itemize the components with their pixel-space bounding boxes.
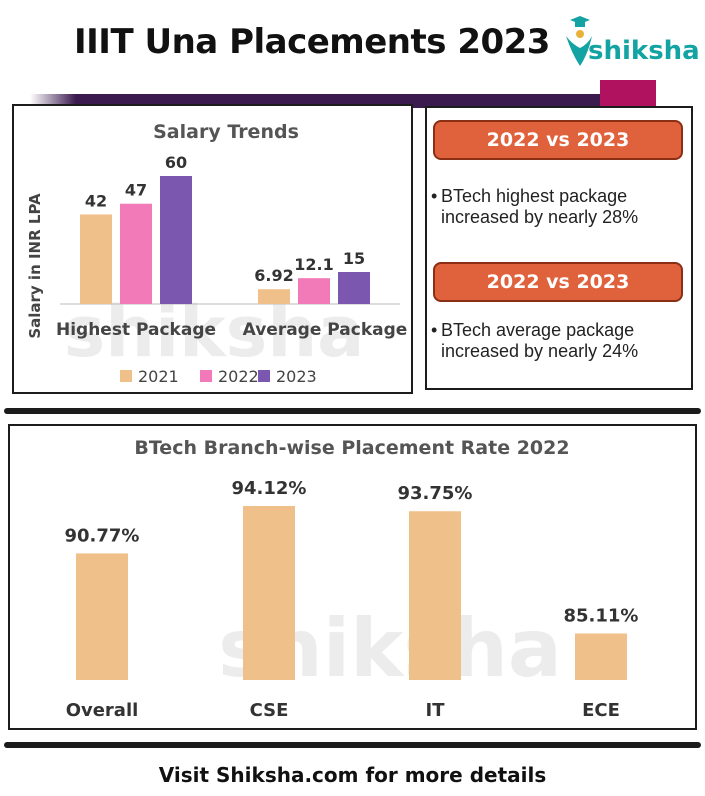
comparison-text-2-content: BTech average package increased by nearl… xyxy=(441,320,639,361)
bar-2022-highest-package xyxy=(120,203,152,304)
salary-trends-chart: shiksha Salary Trends Salary in INR LPA … xyxy=(26,121,408,386)
data-label: 12.1 xyxy=(294,255,333,274)
category-label: Average Package xyxy=(243,320,408,340)
page-title: IIIT Una Placements 2023 xyxy=(74,22,550,62)
category-label: Overall xyxy=(66,700,139,721)
category-label: ECE xyxy=(582,700,620,721)
placement-rate-chart: shiksha BTech Branch-wise Placement Rate… xyxy=(65,437,639,721)
placement-rate-panel: shiksha BTech Branch-wise Placement Rate… xyxy=(8,424,697,730)
legend-label: 2022 xyxy=(218,367,259,386)
comparison-text-1: • BTech highest package increased by nea… xyxy=(431,186,679,228)
legend-swatch xyxy=(258,370,270,382)
logo-text: shiksha xyxy=(588,36,700,66)
bar-2022-average-package xyxy=(298,278,330,304)
data-label: 93.75% xyxy=(398,483,473,504)
data-label: 42 xyxy=(85,191,107,210)
comparison-header-2: 2022 vs 2023 xyxy=(433,262,683,302)
legend-swatch xyxy=(200,370,212,382)
data-label: 85.11% xyxy=(564,605,639,626)
legend-label: 2023 xyxy=(276,367,317,386)
y-axis-label: Salary in INR LPA xyxy=(26,193,44,339)
comparison-text-2: • BTech average package increased by nea… xyxy=(431,320,679,362)
footer-text: Visit Shiksha.com for more details xyxy=(158,763,547,787)
bar-it xyxy=(409,511,461,680)
bar-ece xyxy=(575,633,627,680)
bar-2023-average-package xyxy=(338,272,370,304)
bullet-icon: • xyxy=(431,186,438,206)
bar-overall xyxy=(76,553,128,680)
shiksha-logo[interactable]: shiksha xyxy=(558,14,700,74)
data-label: 90.77% xyxy=(65,525,140,546)
section-divider xyxy=(4,742,701,748)
graduation-cap-icon xyxy=(566,16,592,66)
comparison-panel: 2022 vs 2023 • BTech highest package inc… xyxy=(425,106,693,390)
legend-label: 2021 xyxy=(138,367,179,386)
bar-2021-highest-package xyxy=(80,214,112,304)
comparison-header-1: 2022 vs 2023 xyxy=(433,120,683,160)
bar-2023-highest-package xyxy=(160,176,192,304)
bar-2021-average-package xyxy=(258,289,290,304)
section-divider xyxy=(4,408,701,414)
category-label: Highest Package xyxy=(56,320,216,340)
chart-title: BTech Branch-wise Placement Rate 2022 xyxy=(134,437,569,459)
legend-swatch xyxy=(120,370,132,382)
data-label: 6.92 xyxy=(254,266,293,285)
category-label: CSE xyxy=(250,700,289,721)
chart-title: Salary Trends xyxy=(153,121,299,143)
bar-cse xyxy=(243,506,295,680)
category-label: IT xyxy=(426,700,446,721)
salary-trends-panel: shiksha Salary Trends Salary in INR LPA … xyxy=(12,104,413,394)
bullet-icon: • xyxy=(431,320,438,340)
data-label: 94.12% xyxy=(232,478,307,499)
accent-block xyxy=(600,80,656,110)
data-label: 47 xyxy=(125,181,147,200)
watermark-text: shiksha xyxy=(64,291,365,373)
data-label: 15 xyxy=(343,249,365,268)
comparison-text-1-content: BTech highest package increased by nearl… xyxy=(441,186,639,227)
data-label: 60 xyxy=(165,153,187,172)
